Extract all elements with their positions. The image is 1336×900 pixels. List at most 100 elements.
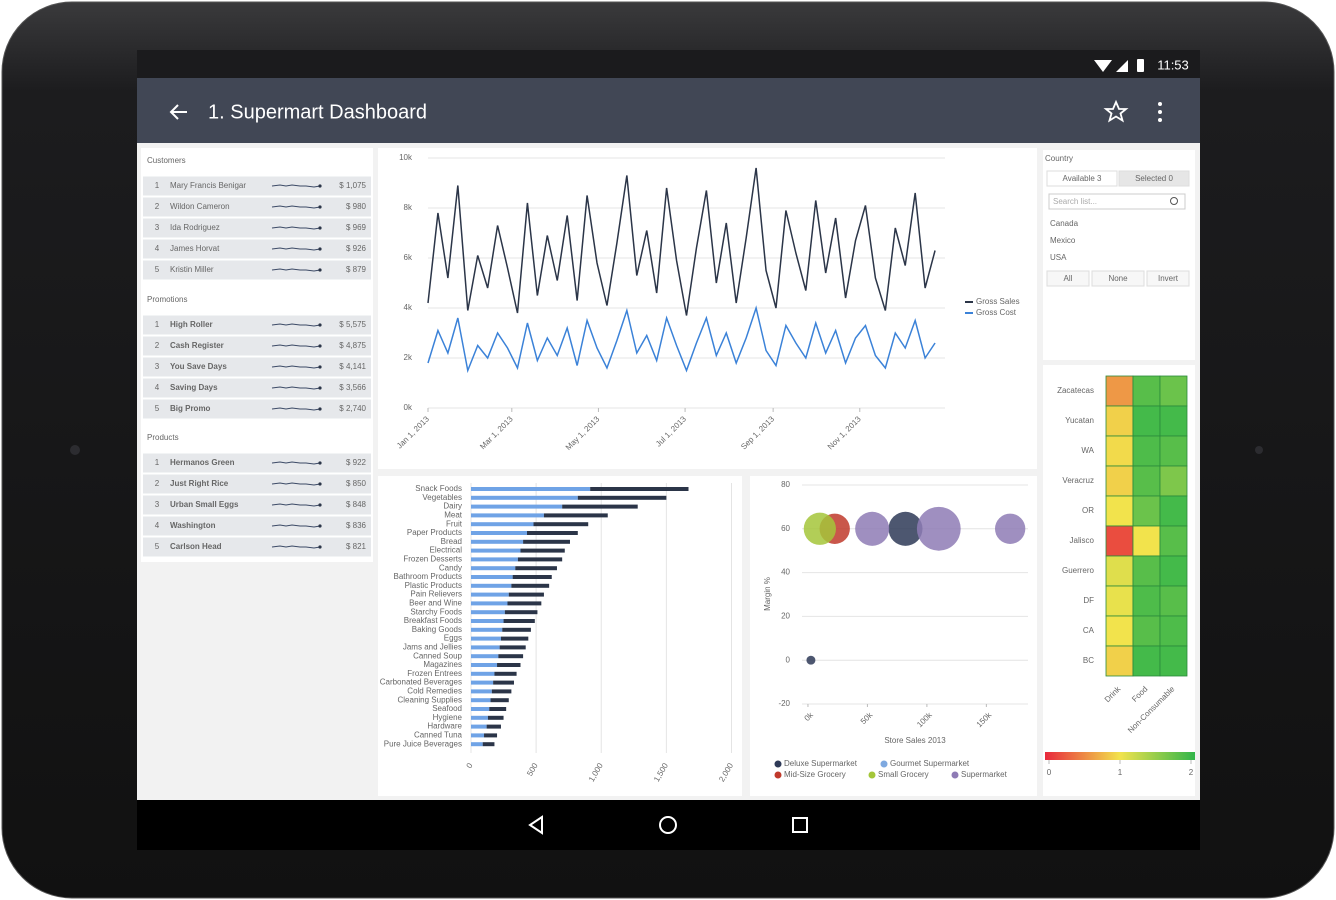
menu-dot bbox=[1158, 110, 1162, 114]
nav-back[interactable] bbox=[528, 815, 543, 835]
bar-segment bbox=[493, 680, 514, 685]
list-row[interactable] bbox=[143, 218, 371, 238]
bar-segment bbox=[471, 566, 516, 571]
row-name: Carlson Head bbox=[170, 542, 222, 551]
filter-button-label: None bbox=[1108, 274, 1128, 283]
category-label: Snack Foods bbox=[415, 484, 462, 493]
legend-label: Gross Sales bbox=[976, 297, 1020, 306]
status-bar bbox=[137, 50, 1200, 78]
list-row[interactable] bbox=[143, 453, 371, 473]
heat-cell bbox=[1105, 585, 1134, 617]
list-title: Promotions bbox=[147, 295, 187, 304]
list-row[interactable] bbox=[143, 537, 371, 557]
bubble bbox=[806, 655, 816, 665]
bar-segment bbox=[471, 663, 498, 667]
heat-cell bbox=[1159, 375, 1188, 407]
category-label: Paper Products bbox=[407, 528, 462, 537]
row-rank: 5 bbox=[155, 542, 160, 551]
bar-segment bbox=[471, 522, 534, 527]
list-row[interactable] bbox=[143, 495, 371, 515]
list-row[interactable] bbox=[143, 197, 371, 217]
filter-item[interactable]: Canada bbox=[1050, 219, 1079, 228]
sparkline bbox=[271, 268, 321, 272]
filter-item[interactable]: Mexico bbox=[1050, 236, 1076, 245]
category-label: Carbonated Beverages bbox=[380, 678, 462, 687]
y-tick-label: 20 bbox=[781, 612, 790, 621]
filter-button[interactable] bbox=[1091, 270, 1145, 287]
list-row[interactable] bbox=[143, 315, 371, 335]
category-label: Bathroom Products bbox=[394, 572, 462, 581]
heat-cell bbox=[1159, 495, 1188, 527]
bar-segment bbox=[502, 627, 531, 632]
battery-icon bbox=[1137, 59, 1144, 72]
filter-tab[interactable] bbox=[1118, 170, 1190, 187]
back-button[interactable] bbox=[169, 104, 187, 120]
bar-segment bbox=[471, 715, 488, 720]
row-value: $ 848 bbox=[346, 500, 367, 509]
bar-segment bbox=[471, 487, 591, 491]
heat-cell bbox=[1105, 375, 1134, 407]
category-label: Canned Tuna bbox=[414, 731, 463, 740]
category-label: Cleaning Supplies bbox=[398, 695, 463, 704]
colorbar-label: 1 bbox=[1118, 768, 1123, 777]
category-label: Jams and Jellies bbox=[403, 643, 462, 652]
bar-segment bbox=[471, 689, 492, 694]
row-label: Jalisco bbox=[1070, 536, 1095, 545]
menu-button[interactable] bbox=[1158, 102, 1162, 122]
bar-segment bbox=[489, 707, 507, 711]
filter-button[interactable] bbox=[1046, 270, 1090, 287]
bar-segment bbox=[471, 592, 509, 597]
bar-segment bbox=[533, 522, 589, 527]
row-name: Washington bbox=[170, 521, 216, 530]
bar-segment bbox=[494, 671, 517, 676]
row-rank: 5 bbox=[155, 404, 160, 413]
row-rank: 1 bbox=[155, 181, 160, 190]
list-row[interactable] bbox=[143, 399, 371, 419]
filter-item[interactable]: USA bbox=[1050, 253, 1067, 262]
nav-recents[interactable] bbox=[792, 817, 808, 833]
list-row[interactable] bbox=[143, 176, 371, 196]
heat-cell bbox=[1105, 645, 1134, 677]
category-label: Candy bbox=[439, 563, 462, 572]
list-row[interactable] bbox=[143, 260, 371, 280]
y-tick-label: -20 bbox=[778, 699, 790, 708]
row-value: $ 980 bbox=[346, 202, 367, 211]
bar-segment bbox=[471, 504, 563, 509]
nav-home[interactable] bbox=[659, 816, 677, 834]
bubble bbox=[916, 506, 961, 551]
list-row[interactable] bbox=[143, 474, 371, 494]
bar-segment bbox=[471, 610, 505, 615]
sparkline bbox=[271, 482, 321, 486]
list-row[interactable] bbox=[143, 378, 371, 398]
bar-segment bbox=[471, 495, 578, 500]
bar-segment bbox=[517, 557, 563, 562]
list-row[interactable] bbox=[143, 357, 371, 377]
filter-tab[interactable] bbox=[1046, 170, 1118, 187]
row-value: $ 922 bbox=[346, 458, 367, 467]
list-row[interactable] bbox=[143, 336, 371, 356]
heat-cell bbox=[1132, 405, 1161, 437]
search-box[interactable] bbox=[1048, 193, 1186, 210]
category-label: Vegetables bbox=[422, 493, 462, 502]
row-value: $ 969 bbox=[346, 223, 367, 232]
bar-segment bbox=[523, 539, 570, 544]
sparkline-end bbox=[318, 461, 322, 465]
row-name: Saving Days bbox=[170, 383, 218, 392]
favorite-button[interactable] bbox=[1103, 99, 1129, 123]
sparkline bbox=[271, 184, 321, 188]
bar-segment bbox=[512, 575, 552, 579]
heat-cell bbox=[1105, 555, 1134, 587]
row-rank: 1 bbox=[155, 458, 160, 467]
row-value: $ 850 bbox=[346, 479, 367, 488]
list-row[interactable] bbox=[143, 516, 371, 536]
legend-label: Deluxe Supermarket bbox=[784, 759, 858, 768]
heat-cell bbox=[1132, 645, 1161, 677]
filter-button[interactable] bbox=[1146, 270, 1190, 287]
row-rank: 5 bbox=[155, 265, 160, 274]
list-row[interactable] bbox=[143, 239, 371, 259]
row-value: $ 836 bbox=[346, 521, 367, 530]
heat-cell bbox=[1159, 435, 1188, 467]
bar-segment bbox=[491, 689, 512, 694]
category-label: Pure Juice Beverages bbox=[384, 739, 462, 748]
